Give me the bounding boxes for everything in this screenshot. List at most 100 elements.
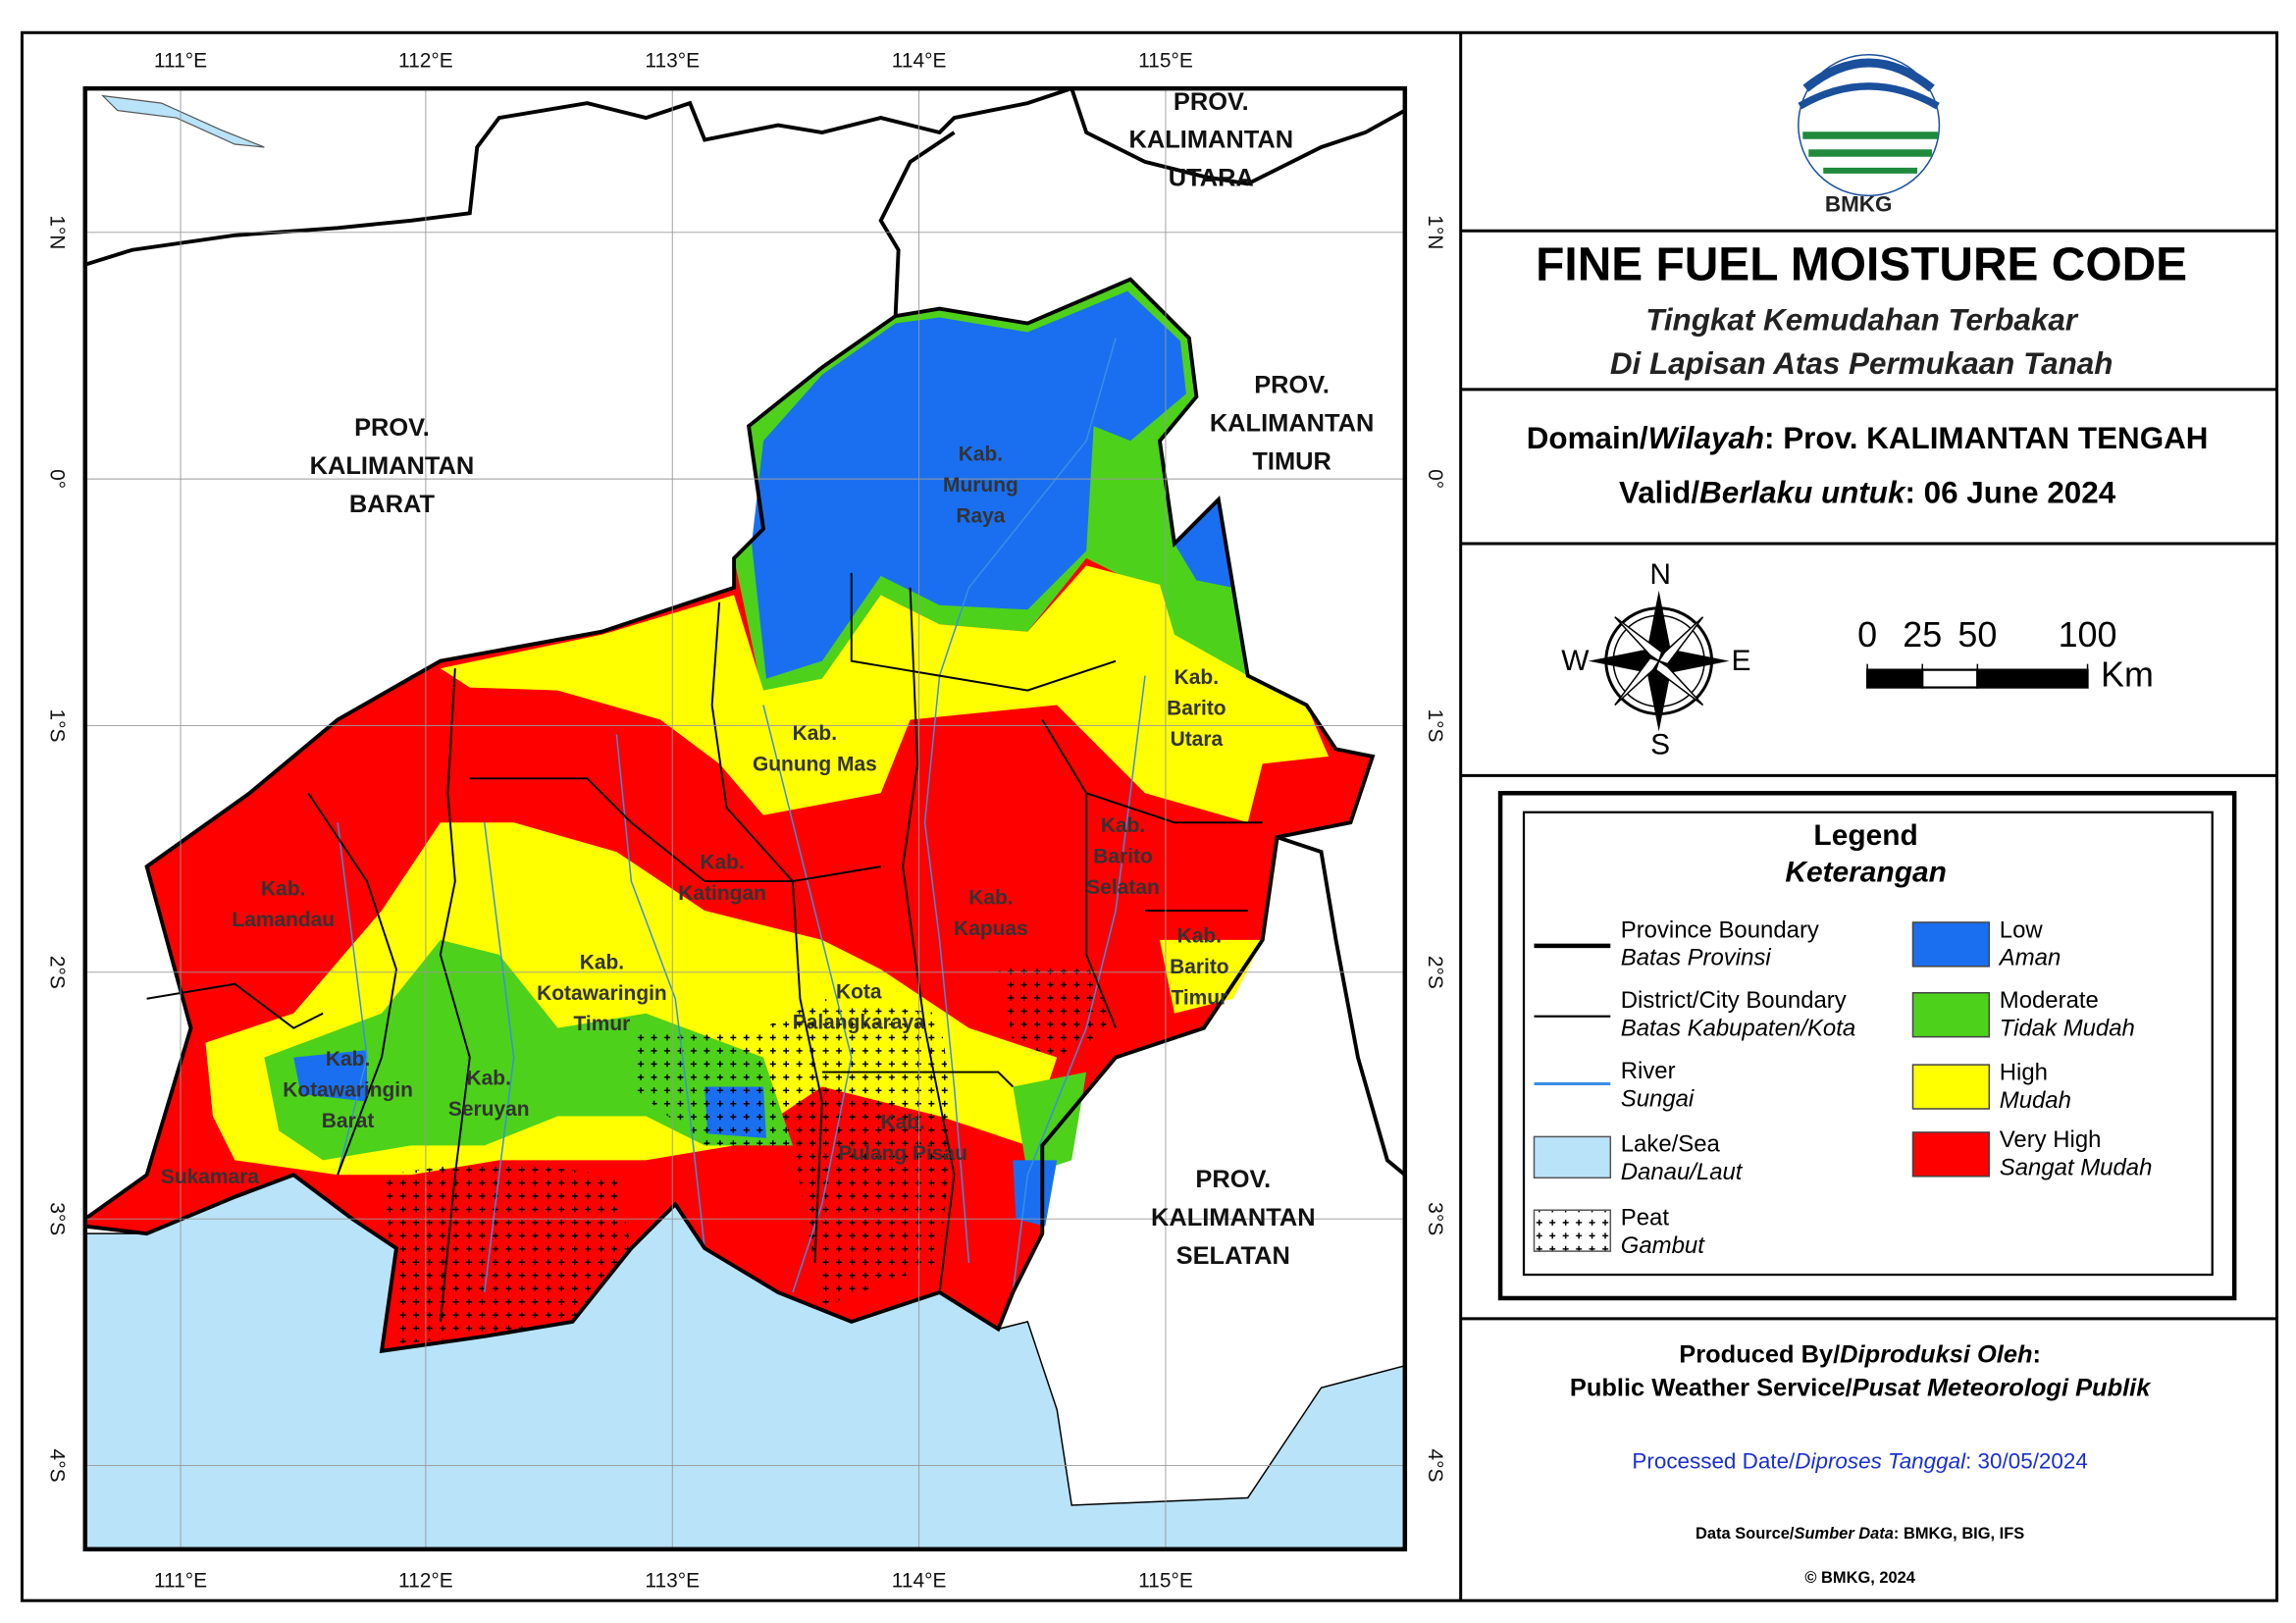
compass-point [1588, 649, 1659, 673]
district-label: Kab. [700, 852, 744, 874]
district-label: Barito [1093, 846, 1153, 868]
district-boundary [439, 668, 471, 1323]
compass-point [1658, 649, 1730, 673]
province-label: UTARA [1169, 165, 1254, 192]
scale-segment [1921, 668, 1979, 689]
district-label: Selatan [1086, 876, 1159, 899]
subtitle: Tingkat Kemudahan Terbakar [1645, 302, 2079, 337]
district-label: Kab. [1174, 666, 1219, 689]
district-label: Kab. [880, 1111, 924, 1133]
district-boundary [1041, 718, 1117, 1029]
scale-tick-label: 100 [2059, 615, 2117, 654]
lat-label: 1°S [1424, 708, 1446, 742]
service-label: Public Weather Service/ [1570, 1374, 1852, 1401]
lon-label: 113°E [645, 1569, 700, 1592]
district-label: Timur [1171, 986, 1227, 1009]
legend-label: Province Boundary [1621, 916, 1819, 943]
scale-segment [1865, 668, 1924, 689]
district-boundary [850, 572, 1117, 692]
legend-label: Very High [2000, 1126, 2102, 1153]
valid-label: Valid/ [1619, 476, 1699, 510]
legend-label-id: Tidak Mudah [2000, 1016, 2135, 1042]
legend-swatch [1911, 992, 1991, 1038]
district-label: Kab. [580, 951, 624, 973]
compass: N S E W [1561, 558, 1750, 761]
province-label: SELATAN [1176, 1242, 1290, 1270]
scale-tick-label: 50 [1957, 615, 1997, 654]
lon-label: 114°E [892, 50, 947, 73]
produced-label-id: Diproduksi Oleh [1840, 1340, 2032, 1368]
district-label: Kab. [1101, 814, 1145, 837]
title: FINE FUEL MOISTURE CODE [1536, 238, 2187, 290]
legend-label: Lake/Sea [1621, 1131, 1721, 1158]
legend-label: Peat [1621, 1205, 1670, 1231]
peat-area [998, 962, 1117, 1058]
district-label: Lamandau [232, 909, 335, 931]
province-label: PROV. [1254, 372, 1330, 399]
low-area [1174, 499, 1233, 588]
district-label: Kab. [959, 444, 1003, 466]
compass-point [1614, 616, 1663, 662]
legend-label: Moderate [2000, 987, 2099, 1014]
processed-label: Processed Date/ [1632, 1448, 1796, 1473]
district-boundary [307, 792, 397, 1176]
lon-label: 114°E [892, 1569, 947, 1592]
legend-swatch [1533, 1209, 1612, 1252]
scale-unit: Km [2101, 655, 2154, 695]
province-label: PROV. [1174, 88, 1249, 116]
legend-swatch [1911, 1064, 1991, 1110]
lon-label: 111°E [154, 50, 207, 73]
moderate-area [1013, 1072, 1087, 1176]
district-label: Palangkaraya [793, 1012, 925, 1034]
source: Data Source/Sumber Data: BMKG, BIG, IFS [1696, 1525, 2024, 1543]
district-label: Katingan [678, 882, 766, 905]
province-boundary [1070, 88, 1405, 186]
lon-label: 112°E [398, 1569, 453, 1592]
lat-label: 1°N [45, 215, 68, 249]
processed: Processed Date/Diproses Tanggal: 30/05/2… [1632, 1448, 2087, 1473]
compass-letter: S [1650, 728, 1670, 760]
district-label: Gunung Mas [753, 753, 877, 775]
district-label: Barat [322, 1110, 375, 1132]
lon-label: 115°E [1138, 50, 1193, 73]
legend-label-id: Mudah [2000, 1087, 2071, 1114]
district-label: Utara [1171, 728, 1224, 751]
map-frame [82, 85, 1408, 1552]
lat-label: 3°S [1424, 1202, 1446, 1235]
lat-label: 2°S [45, 956, 68, 989]
district-label: Barito [1170, 956, 1229, 978]
compass-letter: E [1731, 645, 1750, 677]
legend-label-id: Danau/Laut [1621, 1159, 1744, 1185]
district-label: Kota [836, 980, 882, 1003]
processed-label-id: Diproses Tanggal [1795, 1448, 1966, 1473]
province-boundary [878, 131, 956, 317]
province-boundary [84, 88, 1072, 267]
district-label: Kotawaringin [537, 982, 667, 1005]
scale-tick-label: 0 [1857, 615, 1877, 654]
legend-swatch [1911, 1131, 1991, 1178]
valid-label-id: Berlaku untuk [1699, 476, 1906, 510]
logo-text: BMKG [1825, 192, 1893, 217]
lat-label: 1°N [1424, 215, 1446, 249]
peat-area [631, 998, 955, 1307]
legend-label-id: Gambut [1621, 1232, 1705, 1259]
lat-label: 4°S [1424, 1449, 1446, 1483]
high-area [440, 565, 1330, 823]
district-label: Kab. [467, 1068, 511, 1090]
river [483, 822, 515, 1293]
district-label: Seruyan [448, 1098, 530, 1121]
legend-frame [1522, 811, 2214, 1277]
legend-title: Legend [1813, 819, 1917, 852]
source-label-id: Sumber Data [1795, 1525, 1894, 1543]
low-area [293, 1050, 368, 1102]
compass-letter: W [1561, 645, 1590, 677]
lake [101, 94, 265, 148]
compass-point [1646, 660, 1671, 732]
service-label-id: Pusat Meteorologi Publik [1852, 1374, 2153, 1401]
lon-label: 111°E [154, 1569, 207, 1592]
map [84, 88, 1405, 1549]
district-boundary [1085, 792, 1263, 824]
district-label: Kab. [968, 887, 1013, 910]
map-overlay: 111°E 111°E 112°E 112°E 113°E 113°E 114°E 114°E… [45, 50, 1446, 1593]
